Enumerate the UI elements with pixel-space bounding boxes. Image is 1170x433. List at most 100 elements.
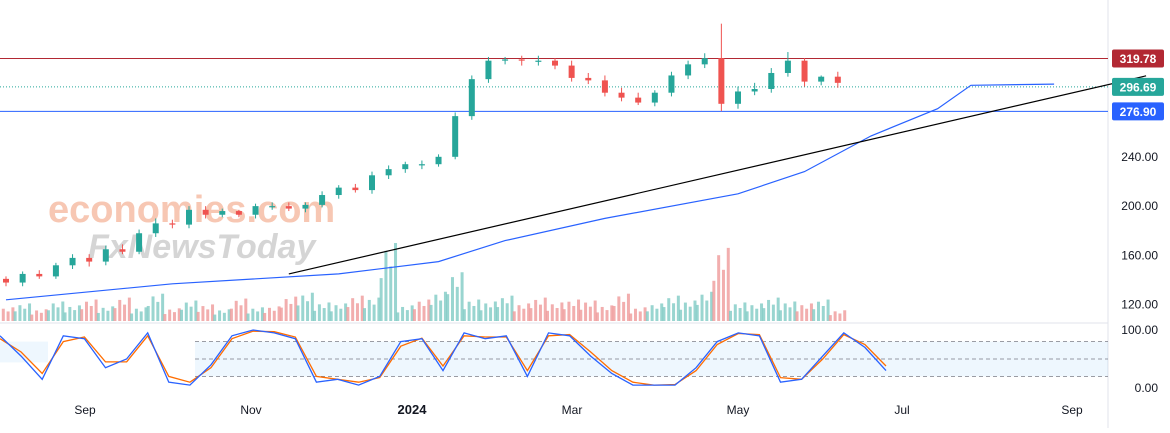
volume-bar: [612, 305, 616, 321]
volume-bar: [562, 309, 566, 321]
volume-bar: [63, 312, 67, 321]
candle-body: [568, 65, 575, 78]
volume-bar: [750, 305, 754, 321]
volume-bar: [363, 308, 366, 321]
volume-bar: [123, 304, 127, 321]
volume-bar: [272, 310, 276, 321]
volume-bar: [139, 311, 143, 321]
volume-bar: [77, 305, 81, 321]
stochastic-tick-label: 0.00: [1135, 381, 1159, 395]
volume-bar: [405, 310, 409, 321]
volume-bar: [712, 280, 716, 321]
time-tick-label: 2024: [398, 402, 428, 417]
time-tick-label: Sep: [1061, 403, 1083, 417]
watermark-fxnewstoday: FxNewsToday: [88, 228, 317, 266]
volume-bar: [28, 303, 32, 321]
volume-bar: [106, 310, 110, 321]
volume-bar: [146, 305, 150, 321]
grid-layer: [0, 0, 1109, 428]
volume-bar: [46, 310, 50, 321]
candle-body: [402, 164, 409, 170]
time-tick-label: Jul: [894, 403, 909, 417]
volume-bar: [127, 297, 131, 321]
volume-bar: [643, 307, 647, 321]
candle-body: [818, 76, 825, 82]
candle-body: [801, 60, 808, 82]
candle-body: [219, 211, 226, 215]
candle-body: [784, 60, 791, 73]
candle-body: [119, 249, 126, 252]
candle-body: [618, 92, 625, 98]
candle-body: [285, 206, 292, 209]
volume-bar: [251, 308, 255, 321]
volume-bar: [584, 302, 588, 321]
volume-bar: [710, 291, 714, 321]
volume-bar: [555, 308, 559, 321]
volume-bar: [496, 307, 500, 321]
volume-bar: [622, 301, 626, 321]
candle-body: [834, 76, 841, 83]
volume-bar: [329, 311, 333, 321]
volume-bar: [833, 311, 837, 321]
volume-bar: [467, 301, 471, 321]
candle-body: [269, 206, 276, 208]
candle-body: [385, 169, 392, 176]
volume-bar: [23, 308, 27, 321]
volume-bar: [745, 311, 749, 321]
volume-bar: [101, 307, 105, 321]
candle-body: [418, 164, 425, 166]
volume-bar: [738, 308, 742, 321]
volume-bar: [44, 309, 48, 321]
volume-bar: [1, 308, 5, 321]
volume-bar: [493, 301, 497, 321]
volume-bar: [294, 296, 298, 321]
volume-bar: [812, 309, 816, 321]
candle-body: [518, 59, 525, 61]
volume-bar: [693, 300, 697, 321]
volume-bar: [346, 307, 350, 321]
volume-bar: [384, 250, 388, 321]
volume-bar: [626, 293, 630, 321]
volume-bar: [301, 295, 305, 321]
volume-bar: [263, 312, 267, 321]
volume-bar: [401, 306, 405, 321]
price-tick-label: 160.00: [1121, 248, 1158, 262]
volume-bar: [306, 301, 310, 321]
volume-bar: [455, 286, 459, 321]
volume-bar: [410, 305, 414, 321]
volume-bar: [729, 310, 732, 321]
volume-bar: [522, 308, 526, 321]
volume-bar: [227, 309, 231, 321]
volume-bar: [771, 304, 775, 321]
candle-body: [19, 273, 26, 283]
candle-body: [435, 156, 442, 165]
moving-average-line: [5, 83, 1055, 301]
volume-bar: [168, 309, 172, 321]
volume-bar: [229, 308, 233, 321]
volume-bar: [446, 294, 450, 321]
candle-body: [369, 175, 375, 191]
volume-bar: [317, 304, 321, 321]
volume-bar: [80, 309, 84, 321]
price-badges: 319.78 296.69 276.90: [1112, 49, 1164, 121]
volume-bar: [660, 303, 664, 321]
volume-bar: [412, 309, 416, 321]
volume-bar: [843, 310, 847, 321]
candle-body: [152, 223, 159, 234]
volume-bar: [213, 314, 217, 321]
volume-bar: [793, 301, 797, 321]
volume-bar: [144, 307, 148, 321]
volume-bar: [246, 313, 250, 321]
candle-body: [768, 72, 775, 90]
price-badge-box: [1112, 102, 1164, 121]
candlesticks: [3, 23, 841, 287]
volume-bar: [134, 308, 138, 321]
candle-body: [468, 79, 475, 117]
volume-bar: [163, 314, 167, 321]
volume-bar: [443, 291, 447, 321]
volume-bar: [800, 305, 804, 321]
volume-bar: [256, 311, 260, 321]
